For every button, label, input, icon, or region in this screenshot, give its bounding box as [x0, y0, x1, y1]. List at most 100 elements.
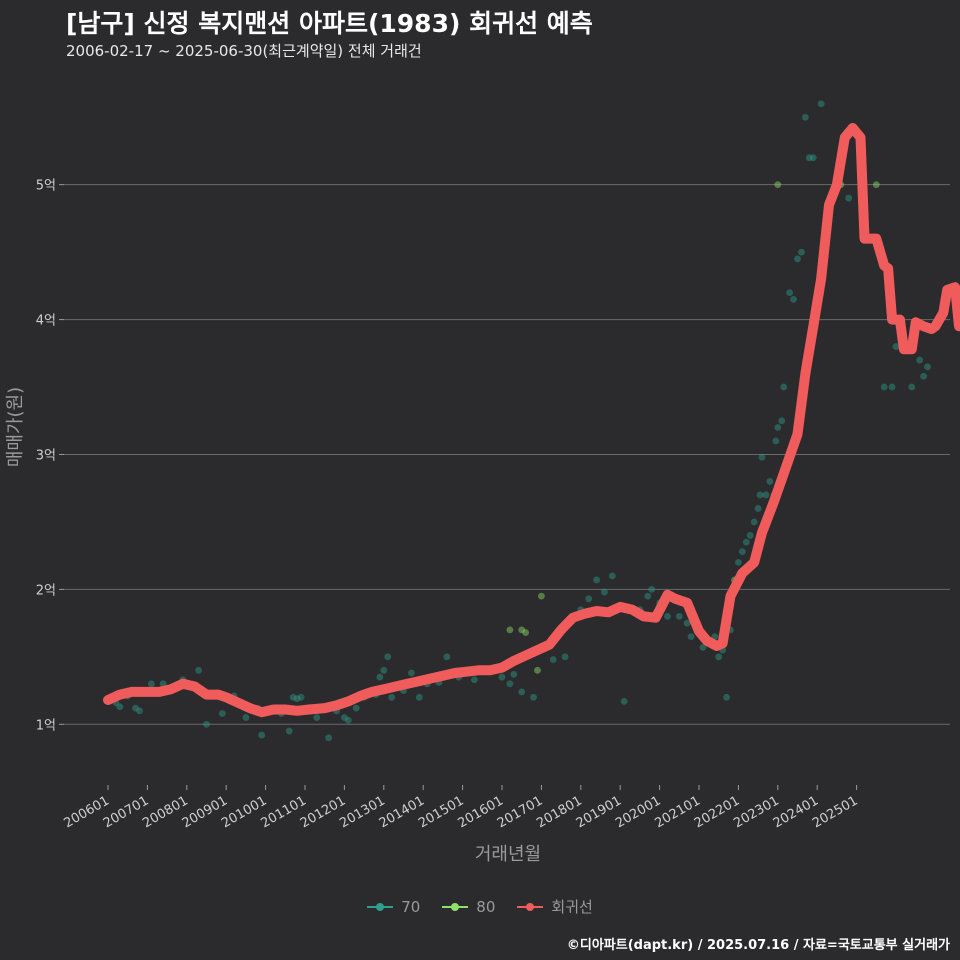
- x-tick-label: 202501: [810, 793, 860, 831]
- scatter-point-70: [805, 154, 813, 162]
- scatter-point-70: [780, 383, 788, 391]
- scatter-point-70: [756, 491, 764, 499]
- x-axis-label: 거래년월: [475, 844, 541, 865]
- legend-item-70: 70: [367, 896, 420, 917]
- scatter-point-70: [644, 592, 652, 600]
- legend-swatch-80: [442, 900, 469, 914]
- scatter-point-70: [742, 538, 750, 546]
- scatter-point-70: [908, 383, 916, 391]
- scatter-point-70: [530, 693, 537, 701]
- scatter-point-70: [809, 154, 817, 162]
- regression-line: [103, 123, 960, 718]
- legend-item-80: 80: [442, 896, 495, 917]
- legend-item-regression: 회귀선: [517, 896, 593, 917]
- y-tick-label: 3억: [36, 448, 56, 463]
- scatter-point-70: [738, 548, 746, 556]
- scatter-point-70: [817, 100, 825, 108]
- scatter-point-70: [683, 619, 691, 627]
- scatter-point-70: [778, 417, 786, 425]
- scatter-point-70: [285, 727, 293, 735]
- scatter-point-70: [289, 693, 297, 701]
- scatter-point-70: [774, 424, 782, 431]
- scatter-point-70: [388, 693, 396, 701]
- scatter-point-70: [746, 532, 754, 539]
- scatter-point-70: [687, 633, 695, 641]
- scatter-point-70: [772, 437, 780, 445]
- scatter-point-70: [380, 666, 388, 674]
- scatter-point-70: [498, 673, 506, 681]
- scatter-point-70: [924, 363, 931, 371]
- scatter-point-70: [218, 710, 226, 717]
- scatter-points: [112, 100, 931, 742]
- legend-label-regression: 회귀선: [551, 898, 593, 916]
- scatter-point-70: [723, 693, 730, 701]
- scatter-point-70: [242, 714, 250, 721]
- legend-swatch-70: [367, 900, 394, 914]
- scatter-point-70: [549, 656, 557, 663]
- scatter-point-70: [648, 585, 656, 593]
- scatter-point-70: [325, 734, 333, 742]
- scatter-point-70: [699, 643, 707, 651]
- scatter-point-70: [880, 383, 888, 391]
- scatter-point-70: [620, 697, 628, 705]
- scatter-point-70: [750, 518, 758, 526]
- scatter-point-70: [341, 714, 348, 721]
- scatter-point-70: [711, 633, 719, 641]
- scatter-point-70: [293, 695, 301, 703]
- scatter-point-70: [794, 255, 801, 263]
- legend: 70 80 회귀선: [0, 896, 960, 917]
- scatter-point-70: [561, 653, 569, 661]
- chart-title: [남구] 신정 복지맨션 아파트(1983) 회귀선 예측: [66, 9, 593, 38]
- gridlines: [64, 184, 950, 725]
- y-tick-label: 1억: [36, 718, 56, 733]
- scatter-point-70: [601, 588, 608, 596]
- scatter-point-80: [522, 629, 530, 636]
- scatter-point-70: [376, 673, 384, 681]
- scatter-point-70: [675, 612, 683, 620]
- scatter-point-70: [297, 693, 305, 701]
- scatter-point-70: [892, 343, 900, 350]
- scatter-point-70: [506, 680, 514, 688]
- y-axis-ticks: 1억 2억 3억 4억 5억: [36, 179, 64, 733]
- scatter-point-80: [506, 626, 514, 634]
- scatter-point-70: [790, 295, 797, 303]
- x-axis-ticks: 2006012007012008012009012010012011012012…: [62, 785, 861, 831]
- scatter-point-70: [758, 453, 766, 461]
- scatter-point-70: [443, 653, 451, 661]
- y-tick-label: 5억: [36, 179, 56, 194]
- scatter-point-70: [888, 383, 896, 391]
- legend-label-70: 70: [401, 897, 421, 916]
- scatter-point-70: [116, 703, 124, 711]
- scatter-point-70: [845, 194, 853, 202]
- scatter-point-70: [352, 704, 360, 712]
- scatter-point-80: [774, 181, 782, 189]
- scatter-point-70: [518, 688, 526, 696]
- scatter-point-80: [518, 626, 526, 634]
- scatter-point-70: [754, 505, 762, 512]
- chart-subtitle: 2006-02-17 ~ 2025-06-30(최근계약일) 전체 거래건: [66, 42, 422, 60]
- scatter-point-70: [593, 576, 600, 584]
- scatter-point-70: [195, 666, 203, 674]
- scatter-point-70: [415, 693, 423, 701]
- footer-credit: ©디아파트(dapt.kr) / 2025.07.16 / 자료=국토교통부 실…: [566, 938, 950, 953]
- scatter-point-70: [407, 669, 415, 677]
- scatter-point-70: [920, 372, 927, 380]
- scatter-point-70: [801, 113, 809, 121]
- scatter-point-70: [313, 714, 321, 721]
- scatter-point-80: [534, 666, 541, 674]
- scatter-point-70: [344, 716, 352, 724]
- scatter-point-80: [872, 181, 880, 189]
- legend-label-80: 80: [476, 897, 496, 916]
- scatter-point-70: [384, 653, 392, 661]
- scatter-point-70: [585, 595, 593, 603]
- scatter-point-70: [916, 356, 924, 364]
- scatter-point-70: [715, 653, 723, 661]
- scatter-point-70: [136, 707, 143, 715]
- scatter-point-70: [471, 676, 478, 684]
- scatter-point-70: [147, 680, 155, 688]
- y-tick-label: 2억: [36, 583, 56, 598]
- regression-line-layer: [103, 123, 960, 718]
- legend-swatch-regression: [517, 900, 544, 914]
- y-axis-label: 매매가(원): [5, 387, 26, 467]
